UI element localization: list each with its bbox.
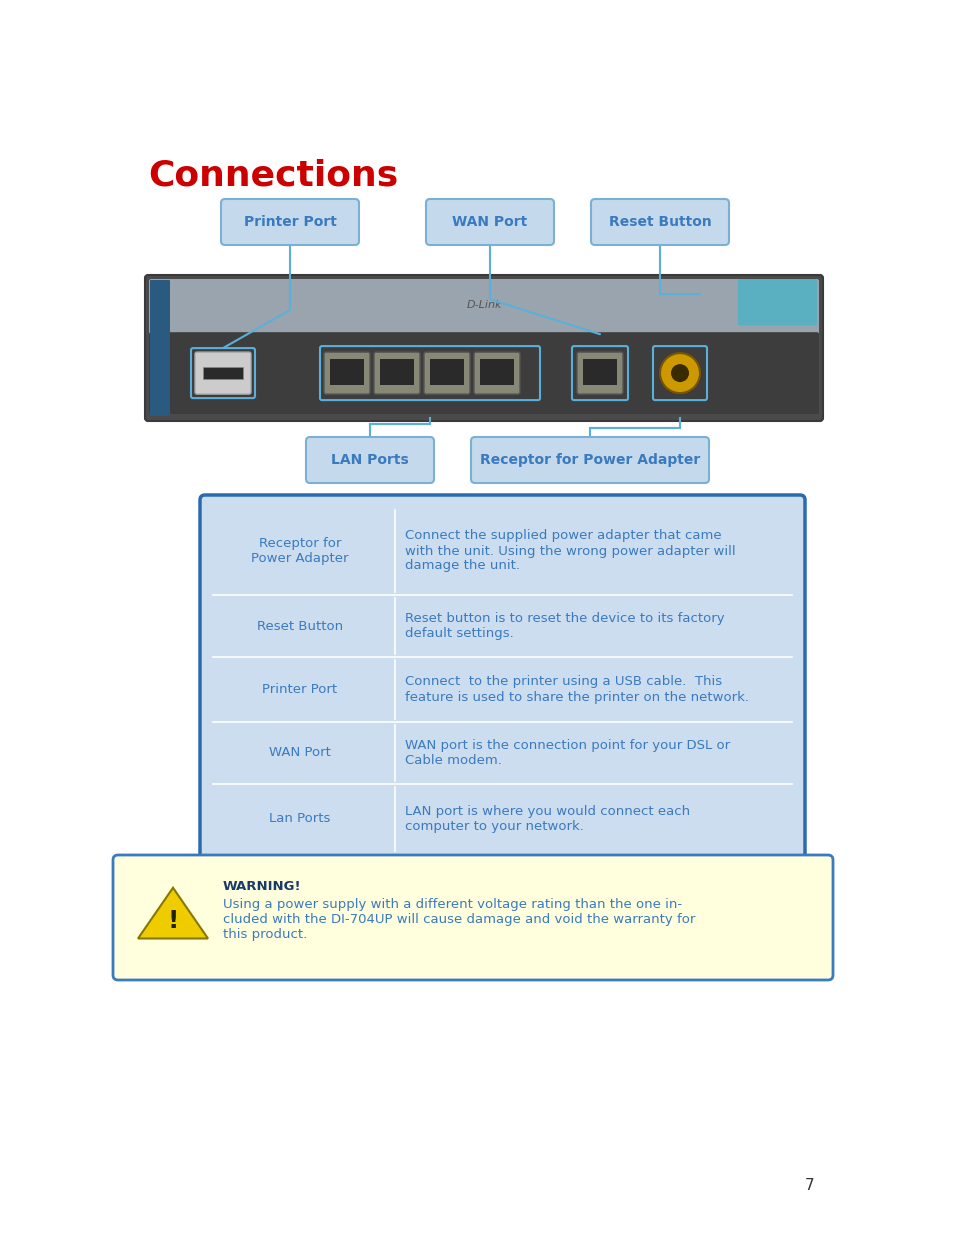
Text: !: ! [167, 909, 178, 932]
FancyBboxPatch shape [474, 352, 519, 394]
FancyBboxPatch shape [203, 367, 243, 379]
FancyBboxPatch shape [426, 199, 554, 245]
FancyBboxPatch shape [306, 437, 434, 483]
FancyBboxPatch shape [112, 855, 832, 981]
Text: 7: 7 [804, 1177, 814, 1193]
Text: WARNING!: WARNING! [223, 881, 301, 893]
FancyBboxPatch shape [471, 437, 708, 483]
FancyBboxPatch shape [582, 359, 617, 385]
FancyBboxPatch shape [479, 359, 514, 385]
FancyBboxPatch shape [374, 352, 419, 394]
FancyBboxPatch shape [423, 352, 470, 394]
Text: Receptor for Power Adapter: Receptor for Power Adapter [479, 453, 700, 467]
Text: D-Link: D-Link [466, 300, 501, 310]
FancyBboxPatch shape [430, 359, 463, 385]
Text: Printer Port: Printer Port [262, 683, 337, 697]
Text: WAN Port: WAN Port [452, 215, 527, 228]
FancyBboxPatch shape [379, 359, 414, 385]
FancyBboxPatch shape [324, 352, 370, 394]
FancyBboxPatch shape [200, 495, 804, 866]
FancyBboxPatch shape [221, 199, 358, 245]
Text: LAN port is where you would connect each
computer to your network.: LAN port is where you would connect each… [405, 805, 689, 832]
FancyBboxPatch shape [738, 279, 816, 326]
Text: LAN Ports: LAN Ports [331, 453, 409, 467]
FancyBboxPatch shape [149, 332, 818, 414]
Circle shape [670, 364, 688, 382]
Text: Lan Ports: Lan Ports [269, 813, 331, 825]
Polygon shape [138, 888, 208, 939]
FancyBboxPatch shape [590, 199, 728, 245]
FancyBboxPatch shape [145, 275, 822, 421]
Text: WAN Port: WAN Port [269, 746, 331, 760]
Text: Reset button is to reset the device to its factory
default settings.: Reset button is to reset the device to i… [405, 613, 724, 640]
Text: Receptor for
Power Adapter: Receptor for Power Adapter [251, 537, 349, 564]
Text: Connect  to the printer using a USB cable.  This
feature is used to share the pr: Connect to the printer using a USB cable… [405, 676, 748, 704]
Text: Connect the supplied power adapter that came
with the unit. Using the wrong powe: Connect the supplied power adapter that … [405, 530, 735, 573]
Text: Connections: Connections [148, 158, 397, 191]
FancyBboxPatch shape [330, 359, 364, 385]
FancyBboxPatch shape [194, 352, 251, 394]
Circle shape [659, 353, 700, 393]
FancyBboxPatch shape [150, 280, 170, 416]
Text: WAN port is the connection point for your DSL or
Cable modem.: WAN port is the connection point for you… [405, 739, 729, 767]
Text: Reset Button: Reset Button [608, 215, 711, 228]
Text: Reset Button: Reset Button [256, 620, 343, 632]
Text: Using a power supply with a different voltage rating than the one in-
cluded wit: Using a power supply with a different vo… [223, 898, 695, 941]
Text: Printer Port: Printer Port [243, 215, 336, 228]
FancyBboxPatch shape [577, 352, 622, 394]
FancyBboxPatch shape [149, 279, 818, 336]
